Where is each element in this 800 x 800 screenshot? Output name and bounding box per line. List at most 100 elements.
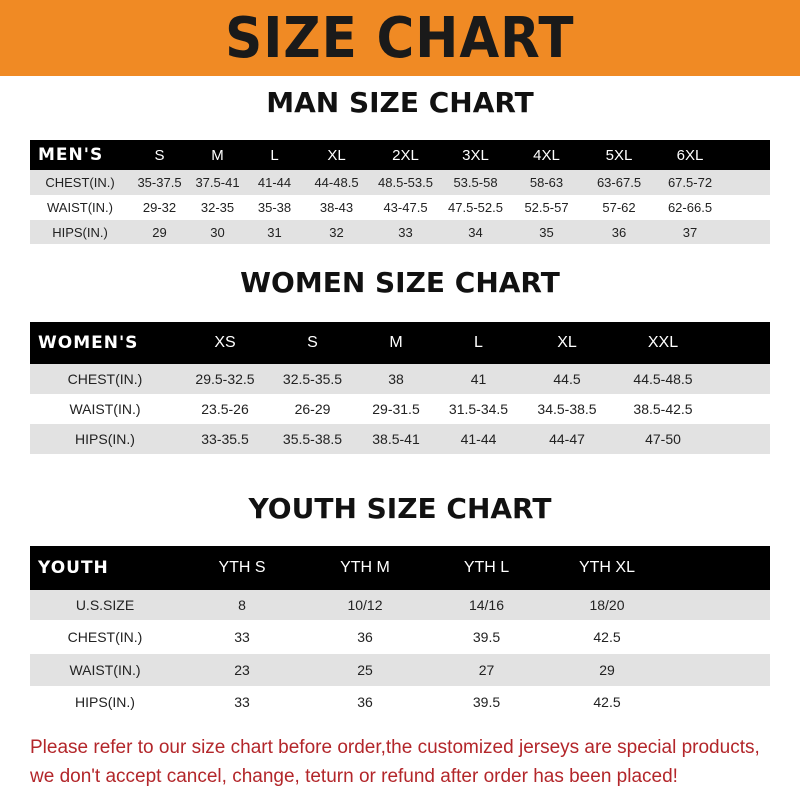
men-size-table: MEN'S S M L XL 2XL 3XL 4XL 5XL 6XL CHEST(IN.) 35-37… xyxy=(30,140,770,244)
measurement-cell: 33 xyxy=(398,224,413,240)
measurement-cell: 29-31.5 xyxy=(372,401,420,417)
measurement-cell: 10/12 xyxy=(347,597,383,613)
youth-section-title: YOUTH SIZE CHART xyxy=(248,492,552,525)
measurement-cell: 35.5-38.5 xyxy=(282,431,343,447)
measurement-cell: 27 xyxy=(478,662,495,678)
measurement-cell: 23 xyxy=(234,662,250,678)
row-label: CHEST(IN.) xyxy=(67,629,143,645)
table-row: WAIST(IN.) 29-32 32-35 35-38 38-43 43-47.5 47.… xyxy=(30,195,770,220)
banner-title: SIZE CHART xyxy=(225,5,575,71)
table-row: HIPS(IN.) 33-35.5 35.5-38.5 38.5-41 41-44 44-… xyxy=(30,424,770,454)
measurement-cell: 34 xyxy=(468,224,483,240)
table-row: WAIST(IN.) 23.5-26 26-29 29-31.5 31.5-34.5 34… xyxy=(30,394,770,424)
table-row: CHEST(IN.) 35-37.5 37.5-41 41-44 44-48.5 48.5… xyxy=(30,170,770,195)
measurement-cell: 38 xyxy=(388,371,404,387)
table-row: U.S.SIZE 8 10/12 14/16 18/20 xyxy=(30,590,770,620)
measurement-cell: 43-47.5 xyxy=(383,200,428,215)
measurement-cell: 39.5 xyxy=(472,693,501,710)
measurement-cell: 63-67.5 xyxy=(596,175,642,190)
measurement-cell: 35 xyxy=(539,224,554,240)
size-header: XL xyxy=(557,334,577,351)
measurement-cell: 32.5-35.5 xyxy=(282,371,343,387)
measurement-cell: 47.5-52.5 xyxy=(448,200,503,215)
measurement-cell: 53.5-58 xyxy=(453,175,498,190)
size-header: YTH XL xyxy=(578,559,635,576)
row-label: HIPS(IN.) xyxy=(52,224,108,240)
measurement-cell: 62-66.5 xyxy=(667,200,713,215)
measurement-cell: 29 xyxy=(152,224,167,240)
size-header: 4XL xyxy=(533,146,560,164)
measurement-cell: 44.5 xyxy=(553,371,581,387)
women-section-title: WOMEN SIZE CHART xyxy=(240,266,560,299)
measurement-cell: 36 xyxy=(357,629,373,645)
measurement-cell: 30 xyxy=(210,224,225,240)
size-header: YTH L xyxy=(463,559,510,576)
table-header-row: WOMEN'S XS S M L XL XXL xyxy=(30,322,770,364)
measurement-cell: 44-47 xyxy=(549,431,585,447)
policy-line-2: we don't accept cancel, change, teturn o… xyxy=(30,766,678,787)
size-header: L xyxy=(474,334,483,351)
row-label: HIPS(IN.) xyxy=(75,431,135,447)
measurement-cell: 37.5-41 xyxy=(195,175,240,190)
measurement-cell: 34.5-38.5 xyxy=(537,401,597,417)
measurement-cell: 58-63 xyxy=(529,175,564,190)
men-section-title: MAN SIZE CHART xyxy=(266,86,534,119)
table-title-cell: WOMEN'S xyxy=(38,333,139,353)
measurement-cell: 39.5 xyxy=(472,629,501,645)
measurement-cell: 31 xyxy=(267,224,282,240)
measurement-cell: 38.5-42.5 xyxy=(633,401,693,417)
measurement-cell: 41-44 xyxy=(257,175,292,190)
youth-size-table: YOUTH YTH S YTH M YTH L YTH XL U.S.SIZE 8 10/12… xyxy=(30,546,770,717)
size-header: YTH M xyxy=(340,559,390,576)
table-title-cell: YOUTH xyxy=(38,558,109,578)
size-chart-banner: SIZE CHART xyxy=(0,0,800,76)
measurement-cell: 29.5-32.5 xyxy=(195,371,255,387)
table-row: HIPS(IN.) 33 36 39.5 42.5 xyxy=(30,686,770,717)
measurement-cell: 14/16 xyxy=(468,597,505,613)
size-header: S xyxy=(307,334,318,351)
size-header: XXL xyxy=(647,334,679,351)
measurement-cell: 47-50 xyxy=(645,431,681,447)
size-header: M xyxy=(211,146,224,164)
table-row: HIPS(IN.) 29 30 31 32 33 34 35 36 37 xyxy=(30,220,770,244)
table-header-row: MEN'S S M L XL 2XL 3XL 4XL 5XL 6XL xyxy=(30,140,770,170)
measurement-cell: 29-32 xyxy=(142,200,177,215)
measurement-cell: 44-48.5 xyxy=(314,175,359,190)
measurement-cell: 25 xyxy=(357,662,373,678)
row-label: WAIST(IN.) xyxy=(69,662,141,678)
size-header: 3XL xyxy=(462,146,489,164)
table-row: WAIST(IN.) 23 25 27 29 xyxy=(30,654,770,686)
size-header: YTH S xyxy=(218,559,266,576)
measurement-cell: 38.5-41 xyxy=(372,431,420,447)
table-title-cell: MEN'S xyxy=(38,145,104,165)
measurement-cell: 41 xyxy=(470,371,487,387)
size-header: M xyxy=(389,334,403,351)
measurement-cell: 67.5-72 xyxy=(667,175,713,190)
measurement-cell: 35-37.5 xyxy=(137,175,182,190)
size-header: XS xyxy=(214,334,236,351)
measurement-cell: 35-38 xyxy=(257,200,292,215)
measurement-cell: 8 xyxy=(238,597,246,613)
measurement-cell: 36 xyxy=(611,224,627,240)
measurement-cell: 52.5-57 xyxy=(524,200,569,215)
size-header: XL xyxy=(327,146,346,164)
row-label: CHEST(IN.) xyxy=(45,175,115,190)
policy-line-1: Please refer to our size chart before or… xyxy=(30,737,760,758)
size-header: 6XL xyxy=(676,146,704,164)
measurement-cell: 18/20 xyxy=(589,597,625,613)
row-label: U.S.SIZE xyxy=(75,597,135,613)
measurement-cell: 26-29 xyxy=(294,401,331,417)
measurement-cell: 33-35.5 xyxy=(201,431,249,447)
measurement-cell: 44.5-48.5 xyxy=(633,371,693,387)
size-header: 5XL xyxy=(605,146,633,164)
measurement-cell: 32-35 xyxy=(200,200,235,215)
measurement-cell: 36 xyxy=(357,693,373,710)
row-label: CHEST(IN.) xyxy=(67,371,143,387)
measurement-cell: 37 xyxy=(682,224,698,240)
measurement-cell: 41-44 xyxy=(460,431,497,447)
measurement-cell: 38-43 xyxy=(319,200,354,215)
measurement-cell: 33 xyxy=(234,629,250,645)
women-size-table: WOMEN'S XS S M L XL XXL CHEST(IN.) 29.5-32.5 32.5… xyxy=(30,322,770,454)
measurement-cell: 32 xyxy=(329,224,344,240)
measurement-cell: 57-62 xyxy=(602,200,636,215)
